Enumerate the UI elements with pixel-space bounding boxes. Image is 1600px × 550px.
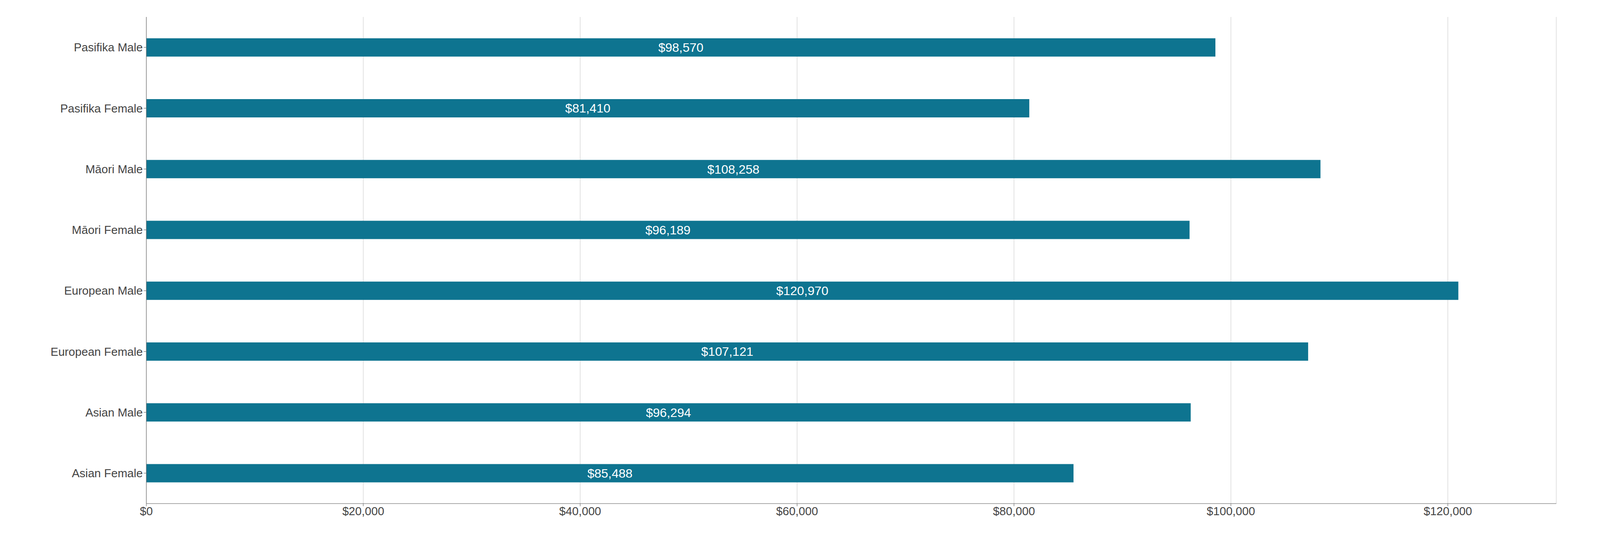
svg-text:$120,000: $120,000 <box>1423 504 1472 518</box>
svg-text:$80,000: $80,000 <box>993 504 1036 518</box>
svg-text:Pasifika Male: Pasifika Male <box>73 40 143 54</box>
svg-text:$107,121: $107,121 <box>701 344 754 359</box>
svg-text:$0: $0 <box>140 504 154 518</box>
svg-text:$81,410: $81,410 <box>565 101 611 116</box>
svg-text:$120,970: $120,970 <box>776 283 829 298</box>
svg-text:Asian Male: Asian Male <box>85 405 143 419</box>
svg-text:$20,000: $20,000 <box>342 504 385 518</box>
svg-text:European Female: European Female <box>50 344 143 359</box>
svg-text:$96,294: $96,294 <box>646 405 692 420</box>
svg-text:European Male: European Male <box>64 283 143 298</box>
svg-text:Māori Male: Māori Male <box>85 162 143 176</box>
svg-text:$98,570: $98,570 <box>658 40 704 55</box>
svg-text:$96,189: $96,189 <box>645 223 691 237</box>
svg-text:Asian Female: Asian Female <box>71 466 143 480</box>
svg-text:$108,258: $108,258 <box>707 162 760 177</box>
svg-text:Pasifika Female: Pasifika Female <box>60 101 143 116</box>
svg-text:$40,000: $40,000 <box>559 504 602 518</box>
svg-text:Māori Female: Māori Female <box>71 223 143 237</box>
svg-text:$60,000: $60,000 <box>775 504 818 518</box>
svg-text:$100,000: $100,000 <box>1206 504 1256 518</box>
svg-text:$85,488: $85,488 <box>587 466 633 481</box>
